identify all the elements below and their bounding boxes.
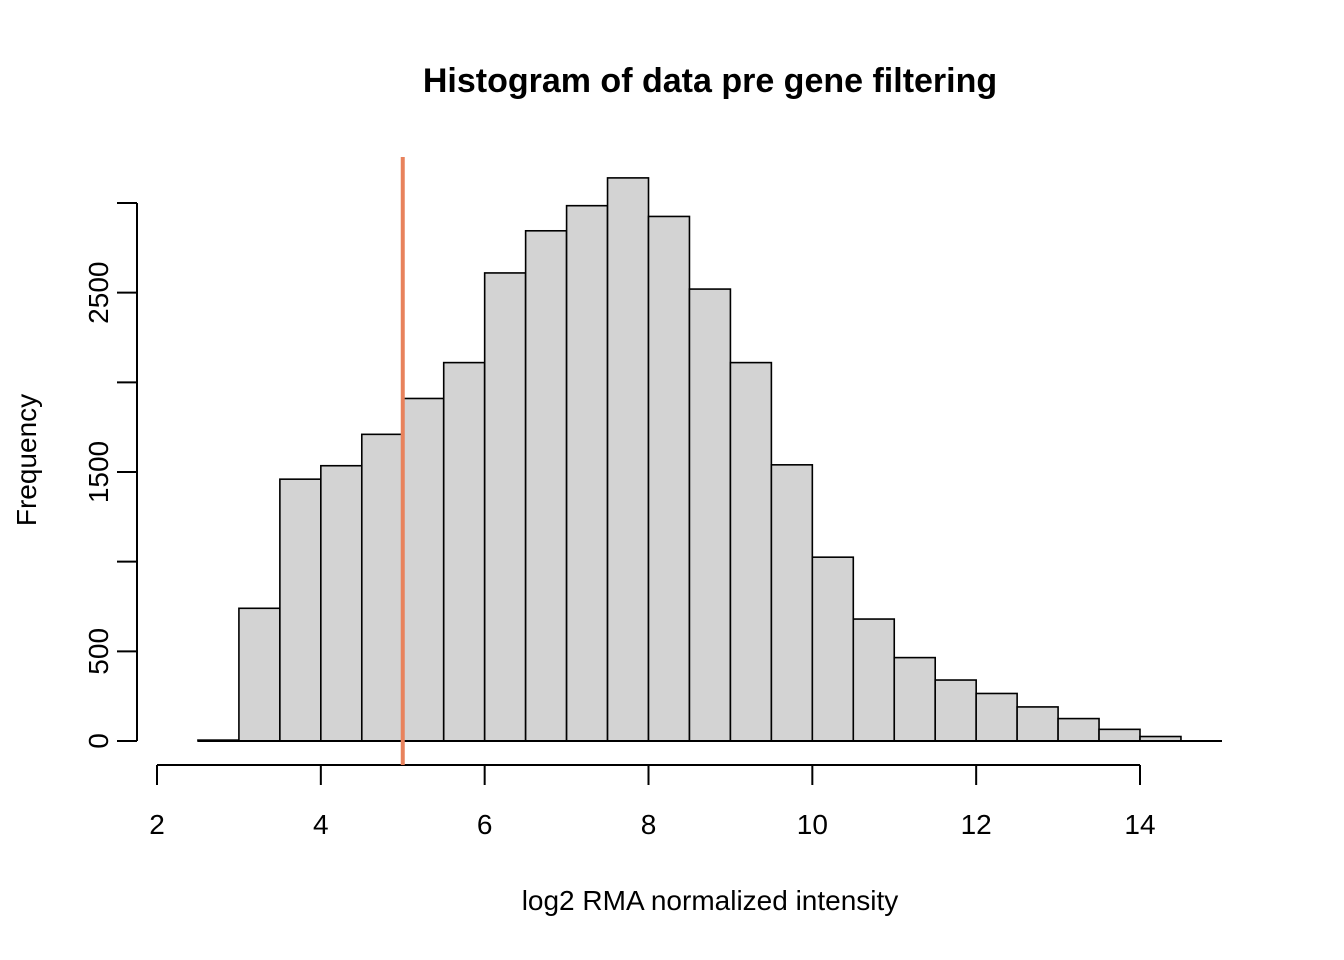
histogram-bar — [688, 288, 732, 742]
y-axis: 0 500 1500 2500 — [83, 202, 1222, 749]
y-axis-label: Frequency — [11, 394, 42, 526]
x-tick-label: 8 — [641, 809, 657, 840]
histogram-bar — [606, 177, 650, 742]
histogram-bar — [811, 556, 855, 742]
histogram-bar — [442, 361, 486, 742]
histogram-bar — [1016, 706, 1059, 742]
chart-title: Histogram of data pre gene filtering — [423, 62, 997, 100]
histogram-bar — [279, 478, 322, 742]
histogram-bar — [975, 692, 1018, 742]
y-tick-label: 1500 — [83, 441, 114, 503]
histogram-bar — [401, 397, 445, 742]
histogram-bar — [893, 656, 937, 742]
x-tick-label: 4 — [313, 809, 329, 840]
histogram-bar — [320, 464, 363, 742]
histogram-bar — [647, 215, 691, 742]
histogram-bar — [1098, 728, 1141, 742]
histogram-bar — [852, 618, 896, 742]
histogram-bar — [729, 361, 773, 742]
x-tick-label: 6 — [477, 809, 493, 840]
x-tick-label: 10 — [797, 809, 828, 840]
y-tick-label: 500 — [83, 628, 114, 675]
histogram-bar — [1057, 717, 1100, 742]
histogram-bar — [238, 607, 281, 742]
x-tick-label: 2 — [149, 809, 165, 840]
histogram-bar — [483, 272, 527, 742]
y-tick-label: 2500 — [83, 262, 114, 324]
x-tick-label: 14 — [1124, 809, 1155, 840]
histogram-bar — [770, 464, 814, 742]
histogram-bar — [934, 679, 977, 742]
bars-layer — [197, 177, 1182, 742]
histogram-bar — [524, 229, 568, 742]
histogram-bar — [360, 433, 404, 742]
x-axis-label: log2 RMA normalized intensity — [522, 885, 899, 916]
x-axis: 2 4 6 8 10 12 14 — [149, 764, 1156, 840]
y-tick-label: 0 — [83, 733, 114, 749]
histogram-bar — [565, 204, 609, 742]
x-tick-label: 12 — [961, 809, 992, 840]
